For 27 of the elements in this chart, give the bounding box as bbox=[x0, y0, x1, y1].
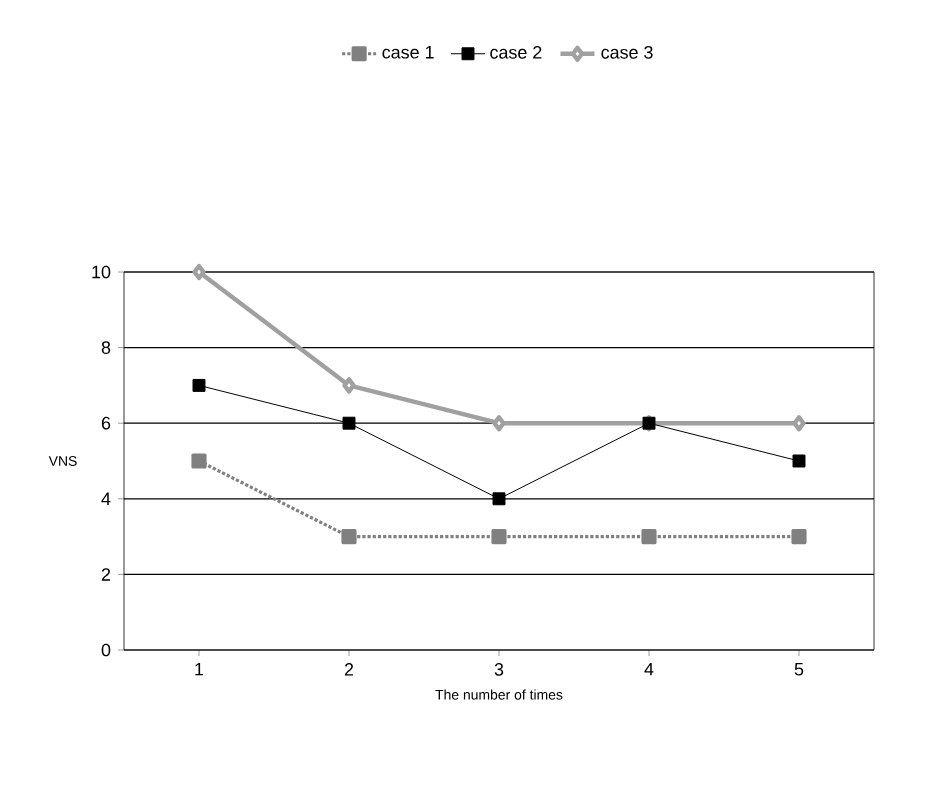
point bbox=[341, 529, 357, 545]
legend-label: case 3 bbox=[601, 45, 653, 59]
x-tick-label: 1 bbox=[195, 663, 204, 676]
point bbox=[342, 377, 356, 394]
x-tick-label: 2 bbox=[344, 663, 354, 676]
point bbox=[792, 415, 806, 432]
x-tick-label: 4 bbox=[644, 663, 654, 676]
point bbox=[491, 529, 507, 545]
point bbox=[492, 492, 506, 506]
legend-label: case 1 bbox=[382, 46, 434, 59]
x-tick-label: 5 bbox=[794, 663, 804, 676]
x-tick-label: 3 bbox=[494, 663, 504, 676]
point bbox=[792, 454, 806, 468]
point bbox=[192, 263, 206, 281]
y-tick-label: 0 bbox=[101, 643, 111, 657]
point bbox=[492, 415, 506, 432]
point bbox=[191, 453, 207, 469]
point bbox=[791, 529, 807, 545]
y-tick-label: 4 bbox=[101, 492, 111, 505]
point bbox=[192, 378, 206, 392]
y-tick-label: 8 bbox=[101, 341, 111, 354]
point bbox=[342, 416, 356, 430]
legend-label: case 2 bbox=[490, 45, 542, 59]
point bbox=[641, 529, 657, 545]
y-tick-label: 10 bbox=[92, 265, 111, 279]
y-tick-label: 2 bbox=[101, 568, 111, 581]
y-tick-label: 6 bbox=[101, 416, 111, 430]
